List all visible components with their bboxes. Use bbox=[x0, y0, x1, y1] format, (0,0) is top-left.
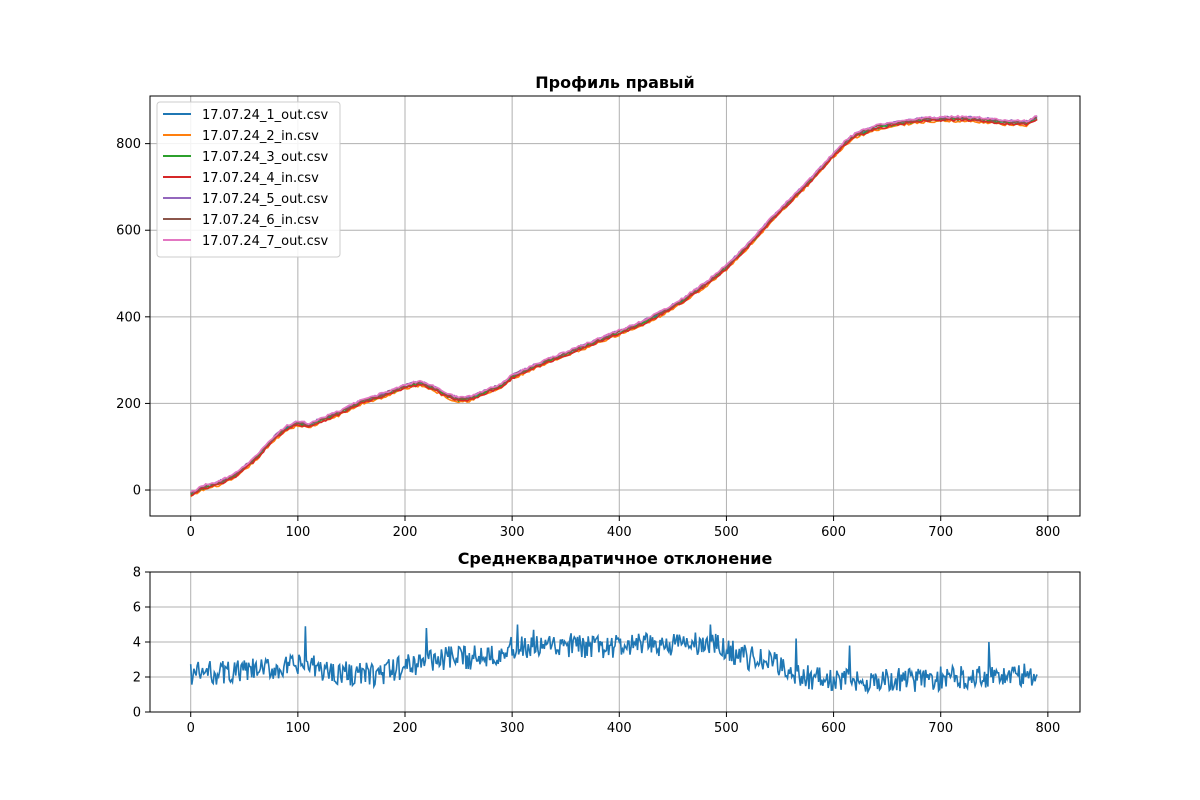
profile-x-tick-label: 500 bbox=[714, 525, 739, 540]
std-y-tick-label: 2 bbox=[133, 671, 141, 686]
profile-y-tick-label: 600 bbox=[116, 224, 141, 239]
profile-x-tick-label: 800 bbox=[1035, 525, 1060, 540]
std-x-tick-label: 300 bbox=[500, 721, 525, 736]
profile-x-tick-label: 100 bbox=[285, 525, 310, 540]
profile-series-line-7 bbox=[190, 114, 1038, 493]
std-series-group bbox=[189, 624, 1038, 695]
profile-x-tick-label: 200 bbox=[393, 525, 418, 540]
profile-series-group bbox=[190, 114, 1038, 498]
profile-y-tick-label: 800 bbox=[116, 137, 141, 152]
std-y-tick-label: 0 bbox=[133, 706, 141, 721]
profile-y-tick-label: 200 bbox=[116, 397, 141, 412]
std-x-tick-label: 800 bbox=[1035, 721, 1060, 736]
std-chart-title: Среднеквадратичное отклонение bbox=[458, 549, 773, 568]
std-ticks: 0 100 200 300 400 500 600 700 800 0 2 4 6 8 bbox=[133, 566, 1061, 737]
profile-series-line-4 bbox=[190, 118, 1038, 497]
std-y-tick-label: 8 bbox=[133, 566, 141, 581]
profile-legend: 17.07.24_1_out.csv 17.07.24_2_in.csv 17.07… bbox=[156, 101, 341, 258]
profile-x-tick-label: 300 bbox=[500, 525, 525, 540]
std-x-tick-label: 400 bbox=[607, 721, 632, 736]
profile-series-line-6 bbox=[190, 115, 1038, 494]
std-x-tick-label: 600 bbox=[821, 721, 846, 736]
std-x-tick-label: 500 bbox=[714, 721, 739, 736]
std-x-tick-label: 0 bbox=[187, 721, 195, 736]
std-y-tick-label: 4 bbox=[133, 636, 141, 651]
std-x-tick-label: 200 bbox=[393, 721, 418, 736]
profile-legend-box bbox=[156, 101, 341, 258]
std-chart: Среднеквадратичное отклонение 0 100 200 300… bbox=[133, 549, 1081, 737]
profile-chart: Профиль правый 0 100 200 300 400 500 600 700 800… bbox=[116, 73, 1081, 540]
std-x-tick-label: 100 bbox=[285, 721, 310, 736]
std-series-line bbox=[189, 624, 1038, 695]
profile-x-tick-label: 0 bbox=[187, 525, 195, 540]
profile-legend-label: 17.07.24_1_out.csv bbox=[202, 108, 329, 123]
profile-x-tick-label: 400 bbox=[607, 525, 632, 540]
profile-y-tick-label: 400 bbox=[116, 310, 141, 325]
std-x-tick-label: 700 bbox=[928, 721, 953, 736]
profile-legend-label: 17.07.24_5_out.csv bbox=[202, 192, 329, 207]
profile-axes-frame bbox=[149, 95, 1081, 517]
profile-legend-label: 17.07.24_3_out.csv bbox=[202, 150, 329, 165]
profile-legend-label: 17.07.24_4_in.csv bbox=[202, 171, 319, 186]
profile-grid bbox=[150, 96, 1080, 516]
profile-legend-label: 17.07.24_7_out.csv bbox=[202, 234, 329, 249]
profile-y-tick-label: 0 bbox=[133, 484, 141, 499]
profile-ticks: 0 100 200 300 400 500 600 700 800 0 200 400 600 800 bbox=[116, 137, 1060, 540]
std-y-tick-label: 6 bbox=[133, 601, 141, 616]
profile-chart-title: Профиль правый bbox=[535, 73, 694, 92]
profile-x-tick-label: 700 bbox=[928, 525, 953, 540]
profile-legend-label: 17.07.24_6_in.csv bbox=[202, 213, 319, 228]
profile-x-tick-label: 600 bbox=[821, 525, 846, 540]
profile-legend-label: 17.07.24_2_in.csv bbox=[202, 129, 319, 144]
